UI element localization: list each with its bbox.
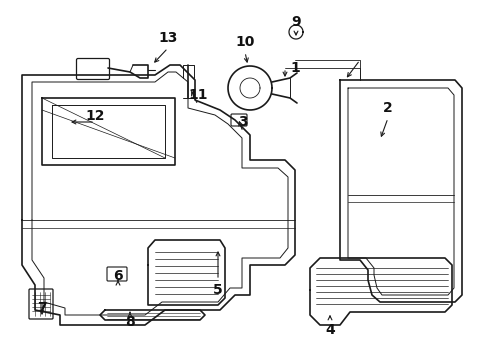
FancyBboxPatch shape (231, 114, 247, 126)
Text: 8: 8 (125, 315, 135, 329)
Text: 13: 13 (158, 31, 178, 45)
Text: 12: 12 (85, 109, 105, 123)
Text: 6: 6 (113, 269, 123, 283)
FancyBboxPatch shape (107, 267, 127, 281)
Text: 3: 3 (238, 115, 248, 129)
Text: 11: 11 (188, 88, 208, 102)
Text: 10: 10 (235, 35, 255, 49)
Text: 4: 4 (325, 323, 335, 337)
Text: 7: 7 (37, 301, 47, 315)
FancyBboxPatch shape (76, 58, 109, 80)
Text: 9: 9 (291, 15, 301, 29)
Text: 1: 1 (290, 61, 300, 75)
Text: 5: 5 (213, 283, 223, 297)
FancyBboxPatch shape (29, 289, 53, 319)
Text: 2: 2 (383, 101, 393, 115)
